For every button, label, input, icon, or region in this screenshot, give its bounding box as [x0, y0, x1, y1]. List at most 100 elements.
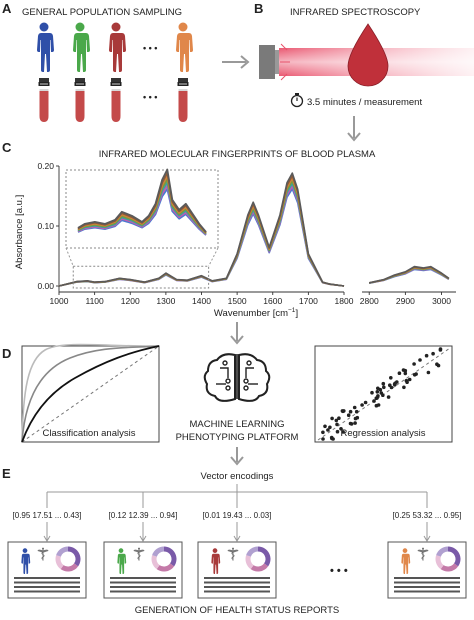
- regression-point: [337, 416, 341, 421]
- neural-brain-icon: [203, 353, 271, 402]
- arrow-a-to-b: [222, 55, 250, 69]
- roc-curve-mid: [21, 345, 160, 443]
- x-tick-label: 2900: [396, 296, 415, 306]
- regression-point: [363, 400, 368, 405]
- y-tick-label: 0.20: [37, 161, 54, 171]
- platform-line-1: MACHINE LEARNING: [189, 419, 284, 430]
- platform-line-2: PHENOTYPING PLATFORM: [176, 432, 299, 443]
- regression-point: [403, 368, 408, 373]
- panel-a-letter: A: [2, 1, 12, 16]
- vector-arrow-head: [43, 535, 51, 542]
- regression-point: [339, 427, 343, 431]
- x-tick-label: 1000: [50, 296, 69, 306]
- stopwatch-icon: [290, 94, 304, 108]
- regression-point: [402, 385, 406, 390]
- regression-point: [403, 371, 408, 376]
- regression-label: Regression analysis: [340, 428, 425, 439]
- regression-point: [431, 351, 435, 356]
- regression-point: [381, 381, 386, 386]
- x-tick-label: 2800: [360, 296, 379, 306]
- vector-encodings-label: Vector encodings: [201, 471, 274, 482]
- x-tick-label: 1200: [121, 296, 140, 306]
- tube-icon: [74, 78, 86, 122]
- regression-point: [438, 348, 443, 352]
- regression-point: [348, 421, 353, 426]
- x-tick-label: 1400: [192, 296, 211, 306]
- panel-e-footer: GENERATION OF HEALTH STATUS REPORTS: [135, 605, 339, 616]
- regression-point: [405, 380, 409, 385]
- tube-icon: [38, 78, 50, 122]
- donut-segment: [436, 546, 449, 557]
- regression-point: [397, 371, 402, 376]
- spectrum-line-left: [58, 172, 345, 287]
- donut-segment: [435, 555, 444, 570]
- donut-segment: [156, 563, 175, 572]
- regression-point: [321, 430, 325, 435]
- tube-icon: [177, 78, 189, 122]
- donut-segment: [245, 555, 254, 570]
- tubes-ellipsis: • • •: [143, 92, 157, 102]
- arrow-d-to-e: [230, 447, 244, 466]
- blood-tubes: • • •: [38, 78, 189, 122]
- arrow-b-to-c: [347, 116, 361, 142]
- regression-point: [326, 428, 330, 432]
- person-blue-icon: [37, 22, 54, 72]
- person-red-icon: [109, 22, 126, 72]
- tube-icon: [110, 78, 122, 122]
- classification-plot: Classification analysis: [21, 343, 160, 443]
- donut-segment: [246, 546, 259, 557]
- panel-e-letter: E: [2, 466, 11, 481]
- regression-point: [382, 385, 386, 390]
- person-orange-icon: [176, 22, 193, 72]
- regression-point: [418, 358, 422, 362]
- vector-arrow-head: [233, 535, 241, 542]
- donut-segment: [447, 546, 461, 567]
- donut-segment: [440, 563, 459, 572]
- roc-diagonal: [21, 345, 160, 443]
- health-report: [197, 522, 277, 599]
- donut-segment: [151, 555, 160, 570]
- regression-point: [379, 391, 384, 395]
- regression-point: [348, 409, 353, 414]
- panel-b-letter: B: [254, 1, 263, 16]
- x-axis-label: Wavenumber [cm−1]: [214, 307, 298, 319]
- regression-point: [334, 418, 339, 423]
- vector-4: [0.25 53.32 ... 0.95]: [393, 511, 462, 520]
- x-tick-label: 1500: [228, 296, 247, 306]
- regression-point: [386, 395, 391, 399]
- regression-point: [435, 362, 439, 367]
- donut-segment: [257, 546, 271, 567]
- donut-segment: [152, 546, 165, 557]
- vector-1: [0.95 17.51 ... 0.43]: [13, 511, 82, 520]
- population-ellipsis: • • •: [143, 43, 157, 53]
- arrow-c-to-d: [230, 322, 244, 345]
- regression-point: [335, 429, 340, 434]
- regression-point: [393, 383, 397, 387]
- light-source-block: [259, 45, 275, 79]
- donut-segment: [250, 563, 269, 572]
- regression-point: [321, 437, 325, 441]
- donut-segment: [163, 546, 177, 567]
- y-tick-label: 0.00: [37, 281, 54, 291]
- chart-inset: [65, 168, 219, 289]
- vector-3: [0.01 19.43 ... 0.03]: [203, 511, 272, 520]
- spectrometer-source: [259, 23, 474, 87]
- regression-point: [323, 424, 327, 429]
- zoom-source-box: [72, 265, 210, 289]
- regression-point: [341, 430, 345, 434]
- spectrum-chart: 0.00 0.10 0.20 1000 1100 1200 1300 1400 1500 1600…: [14, 161, 456, 319]
- donut-segment: [60, 563, 79, 572]
- health-reports: [7, 522, 467, 599]
- regression-point: [388, 383, 392, 388]
- x-tick-label: 3000: [432, 296, 451, 306]
- x-tick-label: 1800: [335, 296, 354, 306]
- inset-spectrum-line: [77, 168, 207, 233]
- zoom-connector: [208, 247, 219, 267]
- regression-point: [426, 370, 431, 375]
- regression-point: [330, 416, 334, 421]
- regression-point: [335, 422, 339, 427]
- x-tick-label: 1300: [156, 296, 175, 306]
- donut-segment: [56, 546, 69, 557]
- regression-point: [376, 386, 380, 391]
